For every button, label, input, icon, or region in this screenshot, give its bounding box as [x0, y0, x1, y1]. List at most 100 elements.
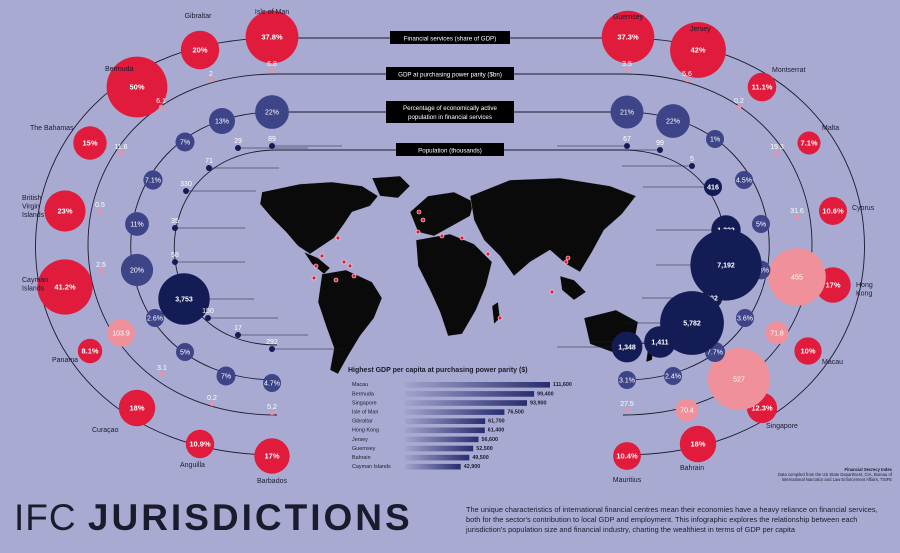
legend-pop: Population (thousands)	[418, 148, 482, 155]
pop-dot-jersey	[657, 147, 663, 153]
marker-channel-islands	[420, 217, 426, 223]
bar	[405, 463, 461, 470]
legend-gdp: GDP at purchasing power parity ($bn)	[398, 72, 502, 79]
emp-circle-bahrain	[664, 367, 682, 385]
fin-value-hong-kong: 17%	[825, 281, 840, 290]
gdp-dot-malta	[774, 150, 780, 156]
fin-value-bahrain: 18%	[690, 440, 705, 449]
emp-circle-cayman-islands	[120, 253, 154, 287]
gdp-value-hong-kong: 455	[791, 275, 803, 282]
fin-value-gibraltar: 20%	[192, 46, 207, 55]
label-isle-of-man: Isle of Man	[255, 9, 289, 16]
emp-value-panama: 2.6%	[147, 316, 163, 323]
emp-value-bermuda: 13%	[215, 119, 229, 126]
pop-dot-barbados	[269, 346, 275, 352]
emp-value-anguilla: 7%	[221, 374, 231, 381]
pop-circle-hong-kong	[690, 229, 762, 301]
emp-value-gibraltar: 7%	[180, 140, 190, 147]
fin-value-anguilla: 10.9%	[189, 440, 211, 449]
label-cura-ao: Curaçao	[92, 427, 119, 434]
world-map	[259, 175, 655, 375]
pop-value-the-bahamas: 330	[180, 181, 192, 188]
fin-circle-bahrain	[679, 425, 717, 463]
marker-bermuda	[335, 235, 341, 241]
bar-label: Cayman Islands	[352, 464, 391, 470]
pop-circle-singapore	[660, 291, 724, 355]
label-singapore: Singapore	[766, 423, 798, 430]
emp-value-singapore: 7.7%	[707, 350, 723, 357]
bar	[405, 400, 527, 406]
legend-fin: Financial services (share of GDP)	[404, 36, 497, 43]
bar-value: 93,900	[530, 400, 547, 406]
fin-circle-jersey	[670, 22, 726, 78]
pop-dot-cura-ao	[205, 315, 211, 321]
label-bermuda: Bermuda	[105, 66, 134, 73]
page-title-ifc: IFC	[14, 497, 77, 538]
jurisdiction-circles: 20% 2 7% 29 Gibraltar 37.8% 6.8 22% 89 Isle of Ma…	[22, 9, 875, 485]
pop-value-malta: 416	[707, 185, 719, 192]
bar-label: Singapore	[352, 400, 377, 406]
gdp-value-cayman-islands: 2.5	[96, 262, 106, 269]
pop-value-hong-kong: 7,192	[717, 263, 735, 270]
jurisdiction-barbados: 17% 5.2 4.7% 292 Barbados	[254, 339, 290, 485]
bar-value: 99,400	[537, 391, 554, 397]
bar-label: Gibraltar	[352, 419, 373, 425]
jurisdiction-singapore: 12.3% 527 7.7% 5,782 Singapore	[660, 291, 798, 430]
label-the-bahamas: The Bahamas	[30, 125, 74, 132]
credit-name: Financial Secrecy Index	[844, 467, 892, 472]
arc-pop-left	[173, 149, 278, 346]
label-bahrain: Bahrain	[680, 465, 704, 472]
bar-label: Bermuda	[352, 391, 374, 397]
pop-value-cayman-islands: 58	[171, 252, 179, 259]
gdp-value-mauritius: 27.5	[620, 401, 634, 408]
marker-bahamas	[319, 253, 325, 259]
gdp-dot-cura-ao	[159, 371, 165, 377]
bar	[405, 409, 505, 415]
pop-dot-isle-of-man	[269, 143, 275, 149]
fin-circle-cayman-islands	[37, 259, 93, 315]
landmass-europe	[409, 191, 475, 237]
emp-circle-jersey	[656, 104, 690, 138]
label-british-virgin-islands: British Virgin Islands	[22, 195, 45, 219]
bar-label: Guernsey	[352, 446, 376, 452]
marker-cyprus	[459, 235, 465, 241]
jurisdiction-panama: 8.1% 103.9 2.6% 3,753 Panama	[52, 273, 210, 364]
bar	[405, 445, 474, 452]
emp-circle-montserrat	[706, 130, 724, 148]
jurisdiction-guernsey: 37.3% 3.5 21% 67 Guernsey	[601, 10, 655, 149]
jurisdiction-cayman-islands: 41.2% 2.5 20% 58 Cayman Islands	[22, 252, 179, 315]
pop-value-bahrain: 1,411	[651, 340, 668, 347]
credit-source: Data compiled from the US State Departme…	[777, 472, 892, 483]
pop-value-guernsey: 67	[623, 136, 631, 143]
marker-barbados	[351, 273, 357, 279]
landmass-south-america	[317, 269, 383, 375]
pop-value-barbados: 292	[266, 339, 278, 346]
emp-value-mauritius: 3.1%	[619, 378, 635, 385]
bar-value: 61,700	[488, 419, 505, 425]
label-jersey: Jersey	[690, 26, 711, 33]
marker-malta	[439, 233, 445, 239]
jurisdiction-malta: 7.1% 19.3 4.5% 416 Malta	[704, 125, 839, 196]
legend-box-fin	[390, 31, 510, 44]
pop-value-panama: 3,753	[175, 297, 193, 304]
marker-bvi	[341, 259, 347, 265]
emp-value-cayman-islands: 20%	[130, 268, 144, 275]
marker-macau	[563, 259, 569, 265]
gdp-per-capita-chart: Highest GDP per capita at purchasing pow…	[348, 367, 572, 470]
jurisdiction-mauritius: 10.4% 27.5 3.1% 1,348 Mauritius	[611, 331, 643, 484]
emp-circle-british-virgin-islands	[125, 212, 149, 236]
fin-value-panama: 8.1%	[81, 347, 98, 356]
emp-value-barbados: 4.7%	[264, 381, 280, 388]
gdp-dot-gibraltar	[208, 77, 214, 83]
fin-value-british-virgin-islands: 23%	[57, 207, 72, 216]
bar-chart-bars: Macau 111,600 Bermuda 99,400 Singapore 93,900…	[352, 382, 572, 470]
gdp-value-montserrat: 0.2	[734, 98, 744, 105]
label-hong-kong: Hong Kong	[856, 282, 873, 298]
bar-label: Bahrain	[352, 455, 371, 461]
bar-label: Isle of Man	[352, 410, 378, 416]
bar-value: 42,900	[464, 464, 481, 470]
fin-value-barbados: 17%	[264, 452, 279, 461]
bar-chart-title: Highest GDP per capita at purchasing pow…	[348, 367, 528, 374]
fin-circle-the-bahamas	[73, 126, 107, 160]
